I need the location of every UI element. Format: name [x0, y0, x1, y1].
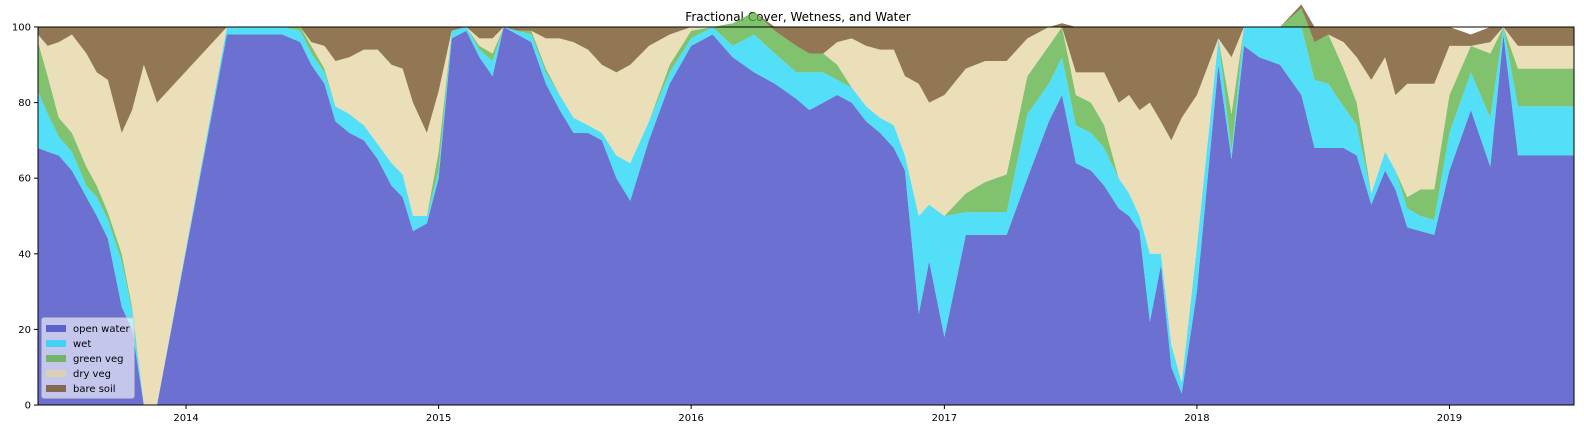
- legend-label: green veg: [73, 354, 123, 365]
- y-tick-label: 20: [18, 325, 31, 336]
- x-tick-label: 2016: [678, 413, 703, 424]
- x-tick-label: 2014: [173, 413, 198, 424]
- legend-swatch: [46, 340, 66, 347]
- y-tick-label: 40: [18, 249, 31, 260]
- y-tick-label: 80: [18, 98, 31, 109]
- x-tick-label: 2015: [426, 413, 451, 424]
- y-tick-label: 100: [12, 23, 31, 34]
- x-axis: 2014 2015 2016 2017 2018 2019: [173, 405, 1462, 424]
- x-tick-label: 2019: [1437, 413, 1462, 424]
- area-bare-soil: [38, 4, 1574, 141]
- y-tick-label: 0: [25, 401, 31, 412]
- x-tick-label: 2018: [1184, 413, 1209, 424]
- legend-swatch: [46, 355, 66, 362]
- area-open-water: [38, 27, 1574, 405]
- legend-swatch: [46, 325, 66, 332]
- plot-frame: [37, 26, 1575, 406]
- chart-title: Fractional Cover, Wetness, and Water: [685, 10, 910, 24]
- legend-swatch: [46, 370, 66, 377]
- legend-label: bare soil: [73, 384, 116, 395]
- area-layers: [38, 4, 1574, 405]
- legend-label: open water: [73, 324, 131, 335]
- legend-swatch: [46, 385, 66, 392]
- y-axis: 0 20 40 60 80 100: [12, 23, 38, 412]
- y-tick-label: 60: [18, 174, 31, 185]
- x-tick-label: 2017: [932, 413, 957, 424]
- legend: open water wet green veg dry veg bare soil: [41, 317, 135, 399]
- legend-label: wet: [73, 339, 91, 350]
- legend-box: [41, 317, 135, 399]
- area-dry-veg: [38, 8, 1574, 405]
- area-wet: [38, 27, 1574, 405]
- legend-label: dry veg: [73, 369, 111, 380]
